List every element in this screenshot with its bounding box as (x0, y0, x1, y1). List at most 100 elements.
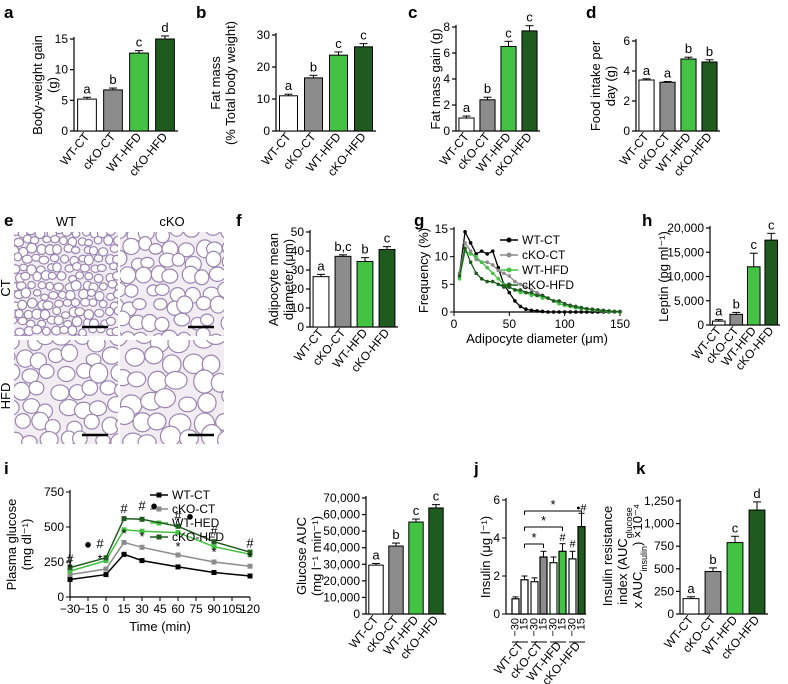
y-tick-label: 750 (654, 539, 674, 553)
y-axis-label-formula: x AUCinsulin) ×10⁻⁴ (630, 504, 649, 609)
time-label: 15 (519, 618, 531, 630)
data-point (535, 293, 539, 298)
data-point (121, 551, 127, 557)
adipocyte (147, 412, 167, 431)
y-tick-label: 2 (623, 94, 630, 108)
y-axis-label: Fat mass (208, 56, 223, 110)
data-point (518, 288, 523, 292)
adipocyte (26, 242, 38, 254)
adipocyte (32, 271, 42, 282)
adipocyte (51, 340, 71, 346)
adipocyte (147, 446, 166, 464)
adipocyte (228, 329, 249, 351)
data-point (551, 299, 556, 303)
adipocyte (13, 450, 29, 463)
data-point (479, 277, 484, 281)
y-axis-label: day (g) (603, 66, 618, 106)
adipocyte (14, 352, 16, 361)
data-point (103, 558, 109, 564)
adipocyte (138, 236, 153, 251)
x-tick-label: −15 (78, 602, 99, 616)
y-tick-label: 250 (44, 555, 64, 569)
significance-marker: * (247, 550, 252, 565)
adipocyte (14, 340, 20, 350)
significance-marker: * (175, 539, 180, 554)
data-point (585, 310, 589, 314)
adipocyte (80, 297, 91, 307)
data-point (479, 249, 484, 253)
adipocyte (15, 218, 23, 227)
adipocyte (209, 295, 224, 314)
x-tick-label: 50 (503, 317, 517, 331)
adipocyte (164, 370, 188, 390)
adipocyte (115, 419, 118, 430)
panel-e-histology: WT cKO CT HFD (0, 214, 249, 465)
adipocyte (148, 243, 163, 255)
adipocyte (57, 290, 67, 300)
adipocyte (0, 332, 2, 348)
y-axis-label: Fat mass gain (g) (428, 28, 443, 129)
adipocyte (178, 396, 198, 413)
adipocyte (114, 383, 118, 397)
y-axis-label: (% Total body weight) (223, 21, 238, 145)
data-point (485, 265, 490, 270)
adipocyte (79, 263, 90, 273)
bar-cko-ct (388, 545, 404, 615)
x-tick-label: 15 (117, 602, 131, 616)
adipocyte (124, 347, 146, 367)
data-point (490, 249, 495, 253)
adipocyte (55, 232, 64, 235)
y-tick-label: 0 (441, 305, 448, 319)
adipocyte (101, 416, 118, 436)
data-point (211, 544, 217, 550)
y-tick-label: 15 (55, 32, 69, 46)
adipocyte (3, 298, 11, 305)
legend-marker (506, 252, 512, 258)
y-tick-label: 6 (443, 46, 450, 60)
y-axis-label-formula: index (AUCglucose (615, 507, 634, 605)
adipocyte (20, 287, 32, 299)
adipocyte (177, 242, 195, 258)
data-point (601, 308, 606, 313)
adipocyte (120, 331, 136, 336)
bar-wt-hfd (500, 46, 517, 132)
time-label: −30 (510, 618, 522, 637)
bar-wt-hfd (680, 58, 697, 132)
adipocyte (220, 316, 224, 331)
panel-letter-h: h (642, 211, 652, 230)
y-tick-label: 4 (493, 531, 500, 545)
adipocyte (205, 340, 224, 346)
y-axis-label: (g) (45, 77, 60, 93)
adipocyte (86, 288, 96, 297)
data-point (175, 530, 181, 536)
data-point (557, 310, 561, 314)
adipocyte (109, 451, 127, 465)
significance-letter: a (643, 63, 651, 78)
bar-wt-ct (458, 117, 475, 132)
y-axis-label: Insulin (μg l⁻¹) (478, 516, 493, 598)
data-point (513, 288, 517, 292)
adipocyte (140, 256, 155, 269)
adipocyte (14, 381, 31, 401)
adipocyte (155, 232, 171, 244)
data-point (557, 301, 561, 306)
y-tick-label: 0 (697, 318, 704, 332)
adipocyte (73, 334, 81, 336)
panel-i-auc-chart: 0 10,000 20,000 30,000 40,000 50,000 60,000 70,… (294, 489, 446, 662)
adipocyte (39, 216, 49, 227)
significance-marker: # (569, 538, 576, 550)
adipocyte (59, 236, 68, 246)
data-point (211, 570, 217, 575)
significance-marker: * (139, 529, 144, 544)
adipocyte (75, 271, 85, 280)
bar-wt-hfd (129, 52, 149, 132)
adipocyte (109, 340, 118, 347)
data-point (463, 241, 467, 245)
data-point (546, 310, 550, 314)
adipocyte (127, 371, 147, 388)
adipocyte (88, 400, 108, 417)
data-point (585, 306, 589, 311)
data-point (518, 290, 523, 295)
y-tick-label: 20 (257, 60, 271, 74)
